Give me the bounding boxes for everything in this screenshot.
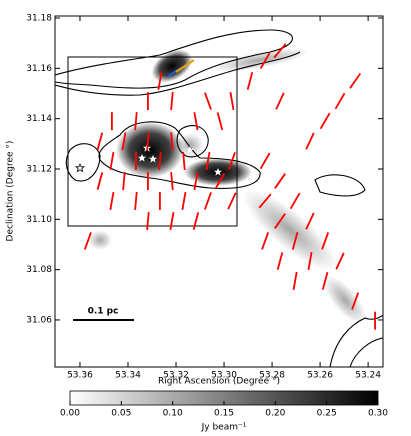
y-tick-label: 31.18 [26,14,52,24]
polarization-vector [134,191,138,210]
polarization-vector [291,232,299,250]
polarization-vector [227,192,237,210]
polarization-vector [275,92,285,110]
contour [98,121,261,189]
colorbar-tick-label: 0.00 [60,409,80,419]
contour [314,174,366,197]
contour [55,29,293,89]
polarization-vector [214,172,226,190]
vector-yellow [175,59,195,73]
star-outline [75,163,85,173]
y-tick-label: 31.12 [26,164,52,174]
polarization-vector [261,232,270,250]
polarization-vector [305,212,315,230]
polarization-vector [169,212,175,231]
polarization-vector [204,92,212,110]
polarization-vector [170,92,174,111]
polarization-vector [181,191,187,210]
polarization-vector [274,213,286,229]
x-axis-label: Right Ascension (Degree °) [158,377,280,387]
polarization-vector [292,271,298,290]
polarization-vector [319,112,331,130]
contour [329,314,383,367]
polarization-vector [349,73,362,89]
colorbar-tick-label: 0.05 [111,409,131,419]
polarization-vector [146,132,150,151]
x-tick-label: 53.26 [307,371,333,381]
polarization-vector [289,192,301,210]
polarization-vector [216,112,224,131]
polarization-vector [259,52,271,70]
polarization-vector [96,132,104,151]
polarization-vector [351,292,360,310]
polarization-vector [321,232,330,250]
polarization-vector [193,172,199,191]
x-tick-label: 53.28 [259,371,285,381]
polarization-vector [158,151,162,170]
polarization-vector [229,92,235,111]
intensity-image [55,29,383,367]
polarization-vector [276,252,284,270]
polarization-vector [193,112,199,131]
plot-frame [54,15,384,368]
polarization-vector [109,151,115,170]
x-tick-label: 53.24 [355,371,381,381]
contour [65,143,101,182]
polarization-vector [122,172,126,191]
polarization-vector [273,43,287,59]
polarization-vector [258,193,272,209]
polarization-vector [157,71,163,90]
vectors [83,43,376,330]
polarization-vector [246,71,254,90]
y-tick-label: 31.08 [26,265,52,275]
polarization-vector [96,172,104,190]
x-tick-label: 53.34 [115,371,141,381]
colorbar-tick-label: 0.30 [368,409,388,419]
polarization-vector [259,152,271,170]
y-tick-label: 31.14 [26,114,52,124]
polarization-vector [121,132,127,151]
polarization-vector [204,192,212,210]
scale-bar-label: 0.1 pc [88,307,119,317]
colorbar-tick-label: 0.10 [163,409,183,419]
polarization-vector [274,173,286,189]
polarization-vector [228,152,236,170]
polarization-vector [182,151,186,170]
polarization-vector [305,132,315,150]
polarization-vector [192,212,200,230]
polarization-vector [109,191,115,210]
polarization-vector [205,151,211,170]
polarization-vector [334,92,346,110]
polarization-vector [134,112,138,131]
colorbar-label: Jy beam⁻¹ [201,423,247,433]
zoom-box [67,56,238,227]
polarization-vector [307,252,313,271]
polarization-vector [146,212,150,231]
polarization-vector [83,232,92,250]
polarization-vector [170,132,174,151]
x-tick-label: 53.30 [211,371,237,381]
y-tick-label: 31.10 [26,215,52,225]
polarization-vector [321,272,329,290]
y-tick-label: 31.06 [26,315,52,325]
polarization-vector [170,172,174,191]
colorbar-tick-label: 0.20 [265,409,285,419]
y-axis-label: Declination (Degree °) [6,141,16,242]
colorbar-tick-label: 0.25 [317,409,337,419]
contour [349,337,383,367]
y-tick-label: 31.16 [26,64,52,74]
colorbar-tick-label: 0.15 [214,409,234,419]
polarization-vector [335,252,345,270]
x-tick-label: 53.36 [67,371,93,381]
contour [55,51,301,96]
x-tick-label: 53.32 [163,371,189,381]
